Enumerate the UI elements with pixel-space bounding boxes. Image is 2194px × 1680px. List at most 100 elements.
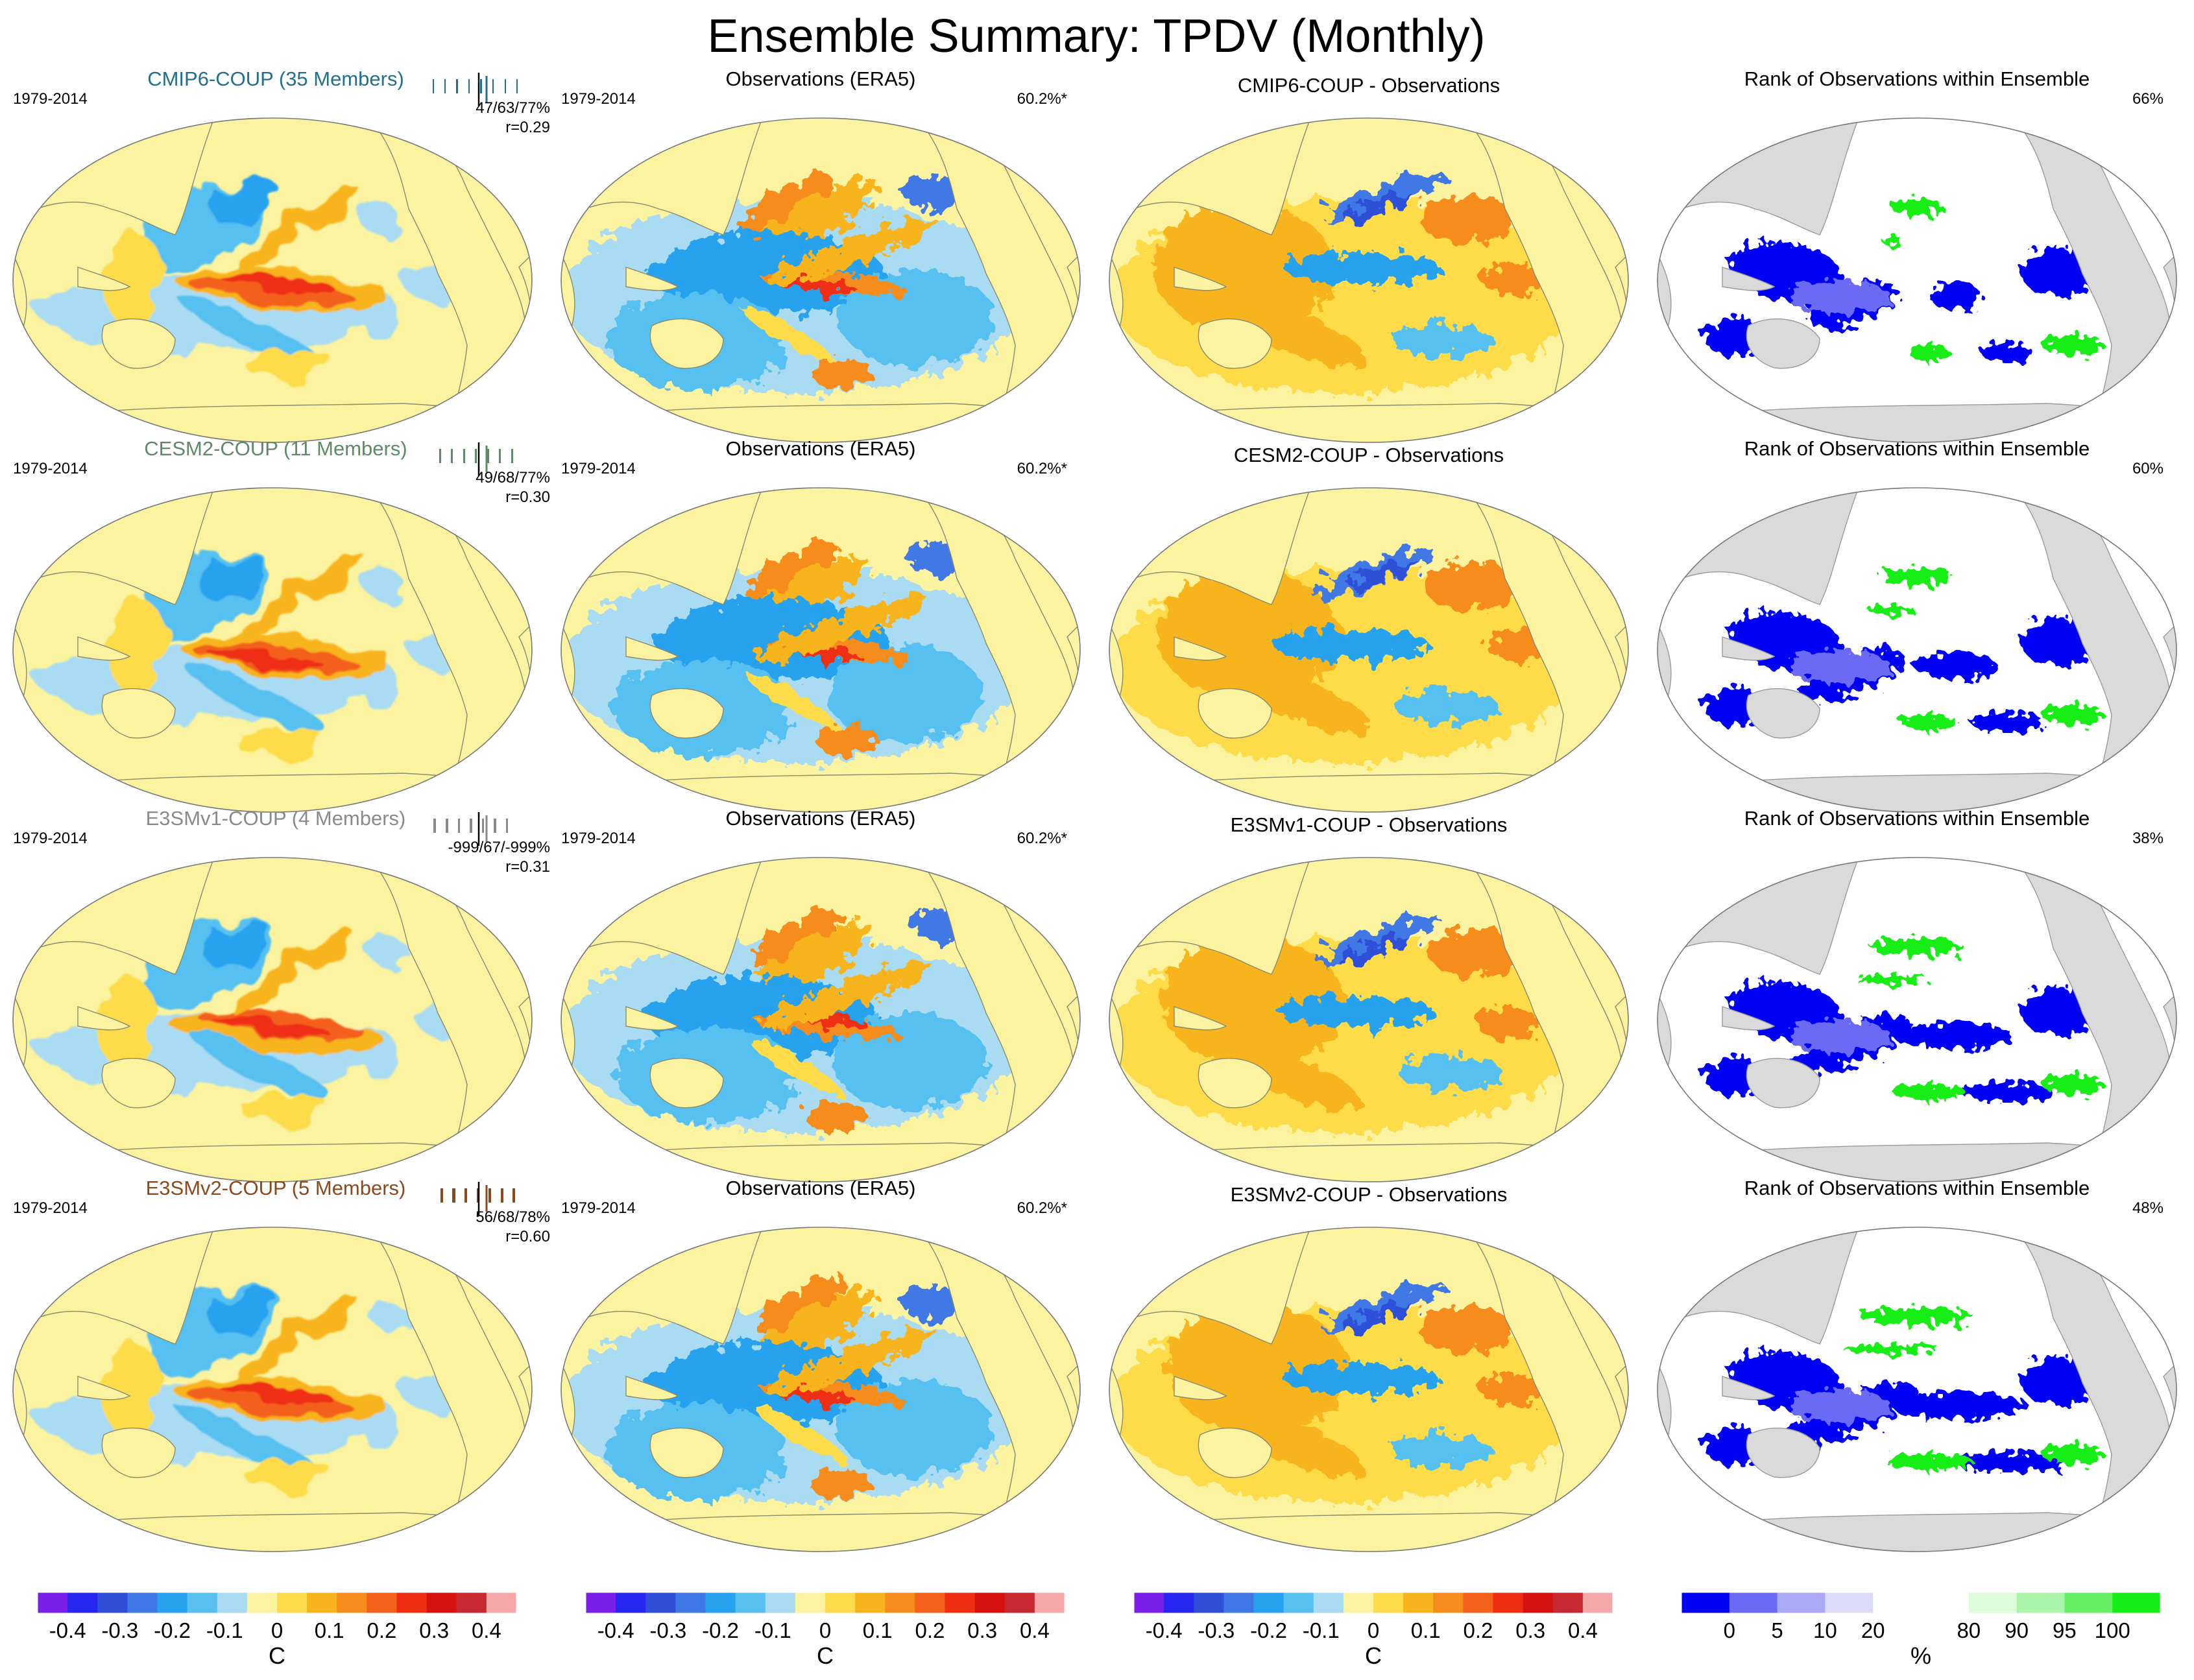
colorbar-tick-label: -0.2 xyxy=(1250,1618,1287,1642)
CESM2-COUP-model-map xyxy=(12,487,533,813)
rank-percent: 48% xyxy=(2132,1199,2164,1217)
colorbar-tick-label: -0.4 xyxy=(597,1618,634,1642)
CESM2-COUP-diff-map xyxy=(1109,487,1629,813)
colorbar-tick-label: -0.4 xyxy=(49,1618,86,1642)
colorbar-tick-label: 0.2 xyxy=(367,1618,397,1642)
E3SMv2-COUP-diff-map xyxy=(1109,1227,1629,1552)
colorbar-swatch xyxy=(2064,1592,2113,1613)
colorbar-swatch xyxy=(456,1592,487,1613)
colorbar-swatch xyxy=(97,1592,128,1613)
colorbar-swatch xyxy=(67,1592,98,1613)
colorbar-swatch xyxy=(1034,1592,1065,1613)
CESM2-COUP-rank-map xyxy=(1657,487,2177,813)
colorbar-swatch xyxy=(855,1592,886,1613)
colorbar-tick-label: -0.2 xyxy=(702,1618,739,1642)
colorbar-swatch xyxy=(426,1592,457,1613)
model-period: 1979-2014 xyxy=(13,830,88,847)
model-panel-title: CMIP6-COUP (35 Members) xyxy=(147,67,404,90)
E3SMv1-COUP-model-map xyxy=(12,857,533,1182)
colorbar-swatch xyxy=(1224,1592,1254,1613)
colorbar-swatch xyxy=(1552,1592,1584,1613)
colorbar-tick-label: 0.3 xyxy=(967,1618,997,1642)
member-distribution-ticks xyxy=(440,1182,515,1216)
colorbar-swatch xyxy=(1253,1592,1284,1613)
model-panel-title: E3SMv2-COUP (5 Members) xyxy=(146,1177,406,1199)
colorbar-1: -0.4 -0.3 -0.2 -0.1 0 0.1 0.2 0.3 0.4 C xyxy=(37,1592,517,1669)
colorbar-swatch xyxy=(1582,1592,1613,1613)
colorbar-tick-label: 95 xyxy=(2053,1618,2077,1642)
colorbar-tick-label: 0 xyxy=(271,1618,283,1642)
colorbar-swatch xyxy=(915,1592,945,1613)
colorbar-swatch xyxy=(1403,1592,1434,1613)
colorbar-swatch xyxy=(1493,1592,1524,1613)
colorbar-swatch xyxy=(1164,1592,1194,1613)
colorbar-swatch xyxy=(675,1592,706,1613)
row-E3SMv1-COUP: E3SMv1-COUP (4 Members) 1979-2014 -999/67/… xyxy=(12,807,2177,1182)
model-stats: 49/68/77% xyxy=(476,469,550,486)
colorbar-tick-label: -0.2 xyxy=(154,1618,191,1642)
colorbar-swatch xyxy=(1682,1592,1730,1613)
colorbar-tick-label: 0.1 xyxy=(1411,1618,1441,1642)
colorbar-unit: % xyxy=(1911,1642,1931,1669)
E3SMv1-COUP-diff-map xyxy=(1109,857,1629,1182)
colorbar-swatch xyxy=(2112,1592,2161,1613)
colorbar-swatch xyxy=(1194,1592,1224,1613)
colorbar-tick-label: 0.2 xyxy=(1464,1618,1493,1642)
rank-panel-title: Rank of Observations within Ensemble xyxy=(1744,67,2090,90)
colorbar-frame xyxy=(1681,1592,2161,1614)
colorbar-swatch xyxy=(277,1592,307,1613)
colorbar-swatch xyxy=(337,1592,367,1613)
rank-percent: 66% xyxy=(2132,90,2164,108)
colorbar-frame xyxy=(585,1592,1065,1614)
rank-panel-title: Rank of Observations within Ensemble xyxy=(1744,1177,2090,1199)
colorbar-tick-label: -0.3 xyxy=(649,1618,686,1642)
colorbar-swatch xyxy=(1463,1592,1493,1613)
colorbar-swatch xyxy=(586,1592,616,1613)
CESM2-COUP-obs-map xyxy=(561,487,1081,813)
rank-panel-title: Rank of Observations within Ensemble xyxy=(1744,437,2090,460)
diff-panel-title: CESM2-COUP - Observations xyxy=(1234,444,1504,466)
colorbar-tick-label: 0 xyxy=(1368,1618,1379,1642)
row-CESM2-COUP: CESM2-COUP (11 Members) 1979-2014 49/68/77… xyxy=(12,437,2177,813)
CMIP6-COUP-rank-map xyxy=(1657,117,2177,443)
colorbar-swatch xyxy=(705,1592,736,1613)
colorbar-unit: C xyxy=(269,1642,285,1669)
colorbars: -0.4 -0.3 -0.2 -0.1 0 0.1 0.2 0.3 0.4 C -0.4 -0.3 -0… xyxy=(37,1592,2161,1669)
colorbar-tick-label: 0.3 xyxy=(1515,1618,1545,1642)
colorbar-swatch xyxy=(945,1592,976,1613)
colorbar-swatch xyxy=(307,1592,337,1613)
obs-period: 1979-2014 xyxy=(561,830,636,847)
E3SMv2-COUP-rank-map xyxy=(1657,1227,2177,1552)
model-correlation: r=0.29 xyxy=(505,119,550,136)
colorbar-swatch xyxy=(127,1592,158,1613)
CMIP6-COUP-diff-map xyxy=(1109,117,1629,443)
member-distribution-ticks xyxy=(433,73,518,106)
model-period: 1979-2014 xyxy=(13,1199,88,1217)
figure-title: Ensemble Summary: TPDV (Monthly) xyxy=(707,10,1485,62)
colorbar-swatch xyxy=(885,1592,915,1613)
model-stats: 56/68/78% xyxy=(476,1208,550,1226)
colorbar-swatch xyxy=(1729,1592,1778,1613)
colorbar-tick-label: -0.4 xyxy=(1146,1618,1183,1642)
colorbar-tick-label: 0.3 xyxy=(419,1618,449,1642)
panels-grid: CMIP6-COUP (35 Members) 1979-2014 47/63/77… xyxy=(12,67,2177,1552)
colorbar-swatch xyxy=(367,1592,397,1613)
obs-panel-title: Observations (ERA5) xyxy=(726,437,916,460)
member-distribution-ticks xyxy=(433,812,508,846)
colorbar-unit: C xyxy=(1365,1642,1382,1669)
colorbar-tick-label: 0.4 xyxy=(1568,1618,1598,1642)
row-CMIP6-COUP: CMIP6-COUP (35 Members) 1979-2014 47/63/77… xyxy=(12,67,2177,443)
colorbar-swatch xyxy=(2016,1592,2065,1613)
colorbar-swatch xyxy=(157,1592,188,1613)
row-E3SMv2-COUP: E3SMv2-COUP (5 Members) 1979-2014 56/68/78… xyxy=(12,1177,2177,1552)
rank-panel-title: Rank of Observations within Ensemble xyxy=(1744,807,2090,830)
obs-percent: 60.2%* xyxy=(1017,90,1067,108)
colorbar-tick-label: 10 xyxy=(1813,1618,1837,1642)
colorbar-tick-label: -0.1 xyxy=(1303,1618,1340,1642)
E3SMv2-COUP-model-map xyxy=(12,1227,533,1552)
model-correlation: r=0.60 xyxy=(505,1228,550,1245)
colorbar-swatch xyxy=(1523,1592,1554,1613)
obs-panel-title: Observations (ERA5) xyxy=(726,67,916,90)
colorbar-tick-label: 80 xyxy=(1957,1618,1981,1642)
colorbar-tick-label: -0.3 xyxy=(101,1618,138,1642)
